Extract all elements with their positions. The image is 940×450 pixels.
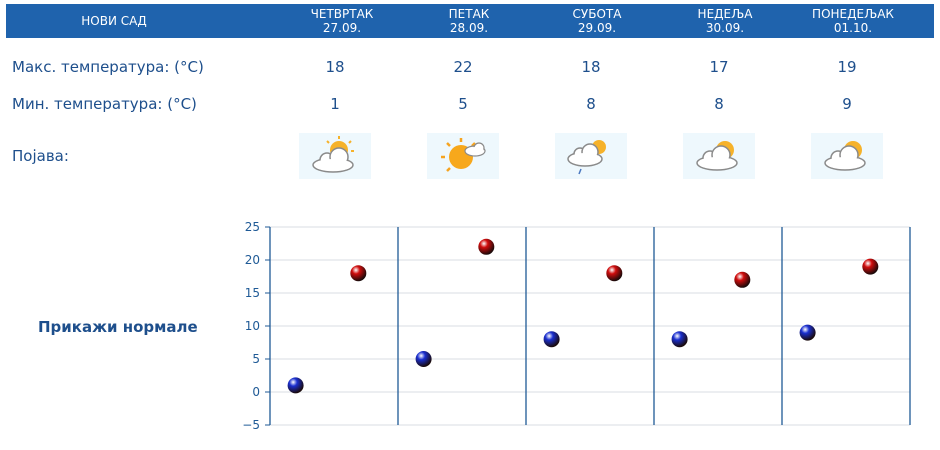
max-temp-value: 18	[325, 58, 345, 76]
max-temp-point	[478, 238, 495, 255]
partly-cloudy-icon	[683, 133, 755, 179]
min-temp-point	[415, 351, 432, 367]
min-temp-value: 5	[458, 95, 468, 113]
min-temp-value: 8	[586, 95, 596, 113]
day-date: 28.09.	[449, 21, 489, 35]
max-temp-point	[350, 265, 367, 282]
min-temp-point	[671, 331, 688, 348]
y-tick-label: 5	[252, 352, 260, 366]
day-date: 30.09.	[705, 21, 745, 35]
day-date: 01.10.	[833, 21, 873, 35]
day-name: ПЕТАК	[448, 7, 490, 21]
max-temp-value: 22	[453, 58, 473, 76]
cloudy-light-rain-icon	[555, 133, 627, 179]
day-header-4: ПОНЕДЕЉАК 01.10.	[798, 7, 908, 35]
max-temp-value: 17	[709, 58, 729, 76]
day-name: НЕДЕЉА	[697, 7, 753, 21]
partly-cloudy-icon	[299, 133, 371, 179]
max-temp-label: Макс. температура: (°C)	[12, 58, 204, 76]
y-tick-label: 0	[252, 385, 260, 399]
day-header-2: СУБОТА 29.09.	[542, 7, 652, 35]
min-temp-point	[543, 331, 560, 348]
day-name: СУБОТА	[572, 7, 622, 21]
max-temp-point	[606, 265, 623, 282]
min-temp-value: 1	[330, 95, 340, 113]
partly-cloudy-icon	[811, 133, 883, 179]
day-header-0: ЧЕТВРТАК 27.09.	[287, 7, 397, 35]
y-tick-label: 25	[245, 220, 260, 234]
y-tick-label: 10	[245, 319, 260, 333]
y-tick-label: −5	[242, 418, 260, 432]
day-header-3: НЕДЕЉА 30.09.	[670, 7, 780, 35]
day-date: 27.09.	[322, 21, 362, 35]
day-name: ПОНЕДЕЉАК	[812, 7, 894, 21]
min-temp-value: 9	[842, 95, 852, 113]
day-header-1: ПЕТАК 28.09.	[414, 7, 524, 35]
forecast-header: НОВИ САД ЧЕТВРТАК 27.09. ПЕТАК 28.09. СУ…	[6, 4, 934, 38]
day-date: 29.09.	[577, 21, 617, 35]
min-temp-label: Мин. температура: (°C)	[12, 95, 197, 113]
city-name: НОВИ САД	[81, 14, 147, 28]
temperature-chart: 25 20 15 10 5 0 −5	[242, 220, 911, 432]
min-temp-point	[799, 324, 816, 341]
max-temp-point	[862, 258, 879, 275]
min-temp-point	[287, 377, 304, 394]
max-temp-value: 19	[837, 58, 857, 76]
show-normals-link[interactable]: Прикажи нормале	[38, 318, 198, 336]
y-tick-label: 20	[245, 253, 260, 267]
max-temp-value: 18	[581, 58, 601, 76]
max-temp-point	[734, 271, 751, 288]
day-name: ЧЕТВРТАК	[310, 7, 374, 21]
mostly-sunny-icon	[427, 133, 499, 179]
weather-label: Појава:	[12, 147, 69, 165]
min-temp-value: 8	[714, 95, 724, 113]
y-tick-label: 15	[245, 286, 260, 300]
